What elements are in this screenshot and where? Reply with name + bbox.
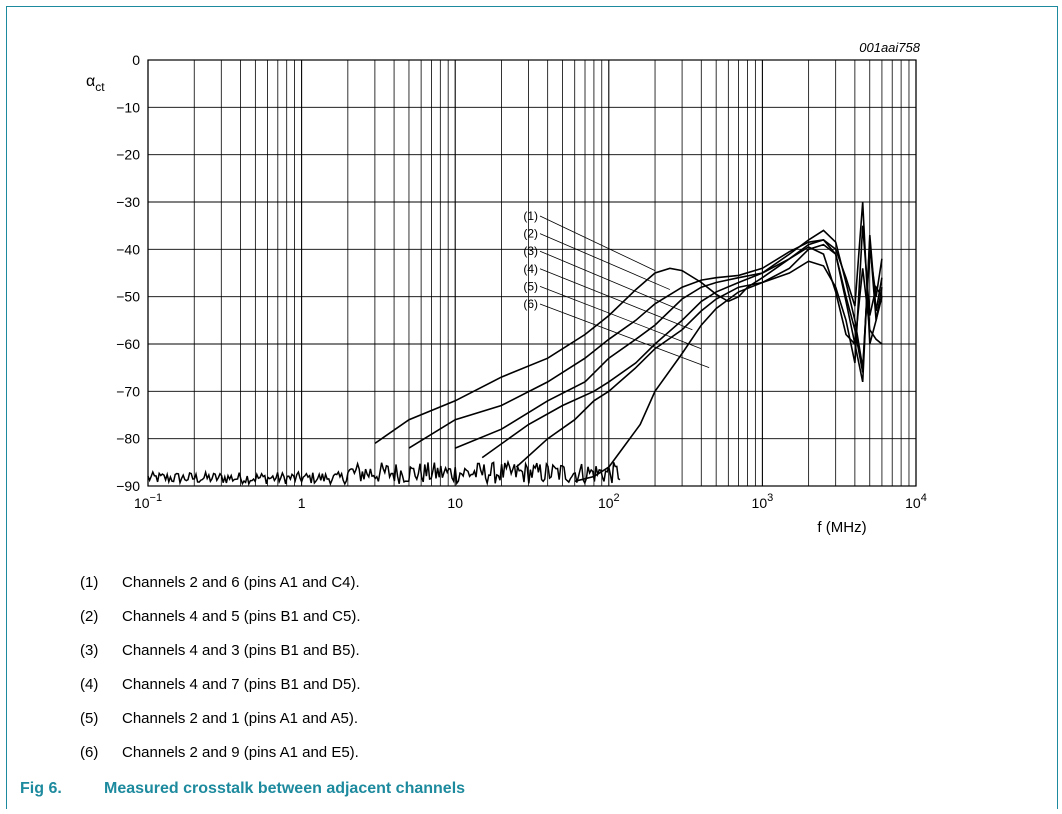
legend-note: (6) Channels 2 and 9 (pins A1 and E5). bbox=[80, 744, 360, 778]
y-tick-label: −20 bbox=[116, 147, 140, 163]
grid bbox=[147, 59, 917, 487]
series-label: (5) bbox=[523, 279, 538, 293]
legend-note-number: (1) bbox=[80, 574, 99, 591]
x-tick-label: 1 bbox=[298, 495, 306, 511]
y-tick-label: −30 bbox=[116, 194, 140, 210]
y-tick-label: −50 bbox=[116, 289, 140, 305]
y-tick-label: −70 bbox=[116, 383, 140, 399]
series-leader-line bbox=[539, 268, 693, 331]
x-tick-exponent: 3 bbox=[767, 492, 773, 504]
x-tick-label: 10−1 bbox=[134, 492, 162, 511]
y-tick-label: −60 bbox=[116, 336, 140, 352]
y-axis-label: αct bbox=[86, 73, 105, 94]
noise-floor bbox=[147, 459, 621, 487]
y-tick-label: −40 bbox=[116, 241, 140, 257]
x-tick-base: 10 bbox=[752, 495, 768, 511]
x-tick-label: 102 bbox=[598, 492, 620, 511]
series-callouts: (1) (2) (3) (4) (5) (6) bbox=[523, 209, 710, 369]
figure-number: Fig 6. bbox=[20, 780, 62, 797]
x-tick-base: 10 bbox=[447, 495, 463, 511]
x-tick-base: 10 bbox=[598, 495, 614, 511]
series-leader-line bbox=[539, 286, 702, 350]
series-label: (1) bbox=[523, 209, 538, 223]
x-tick-label: 104 bbox=[905, 492, 927, 511]
series-line bbox=[574, 225, 883, 483]
legend-note-number: (6) bbox=[80, 744, 99, 761]
legend-note-text: Channels 2 and 1 (pins A1 and A5). bbox=[122, 710, 359, 727]
series-line bbox=[481, 238, 883, 459]
y-tick-label: −10 bbox=[116, 99, 140, 115]
plot-area bbox=[147, 59, 917, 487]
series-lines bbox=[147, 201, 883, 487]
x-tick-base: 1 bbox=[298, 495, 306, 511]
x-tick-exponent: 2 bbox=[614, 492, 620, 504]
x-tick-exponent: 4 bbox=[921, 492, 927, 504]
crosstalk-chart: (1) (2) (3) (4) (5) (6) 0 −10 −20 −30 −40 −50 −60 −7… bbox=[86, 40, 927, 536]
figure-frame bbox=[6, 6, 1058, 809]
legend-note-text: Channels 4 and 3 (pins B1 and B5). bbox=[122, 642, 360, 659]
series-label: (6) bbox=[523, 297, 538, 311]
figure-id: 001aai758 bbox=[859, 40, 920, 55]
x-axis-label: f (MHz) bbox=[817, 519, 866, 536]
series-label: (2) bbox=[523, 227, 538, 241]
y-tick-label: −80 bbox=[116, 431, 140, 447]
legend-note-number: (5) bbox=[80, 710, 99, 727]
series-leader-line bbox=[539, 215, 656, 271]
figure-caption: Fig 6. Measured crosstalk between adjace… bbox=[20, 780, 465, 798]
series-leader-line bbox=[539, 250, 683, 312]
legend-note-text: Channels 2 and 9 (pins A1 and E5). bbox=[122, 744, 359, 761]
legend-note: (1) Channels 2 and 6 (pins A1 and C4). bbox=[80, 574, 360, 608]
series-line bbox=[374, 246, 883, 445]
series-line bbox=[515, 235, 883, 468]
legend-note: (5) Channels 2 and 1 (pins A1 and A5). bbox=[80, 710, 360, 744]
legend-note-text: Channels 4 and 7 (pins B1 and D5). bbox=[122, 676, 361, 693]
series-label: (3) bbox=[523, 244, 538, 258]
series-leader-line bbox=[539, 303, 710, 369]
legend-note-text: Channels 2 and 6 (pins A1 and C4). bbox=[122, 574, 360, 591]
x-tick-label: 103 bbox=[752, 492, 774, 511]
x-tick-base: 10 bbox=[134, 495, 150, 511]
legend-note-number: (3) bbox=[80, 642, 99, 659]
y-tick-label: 0 bbox=[132, 52, 140, 68]
legend-note: (4) Channels 4 and 7 (pins B1 and D5). bbox=[80, 676, 360, 710]
x-tick-exponent: −1 bbox=[150, 492, 163, 504]
y-tick-label: −90 bbox=[116, 478, 140, 494]
series-line bbox=[408, 201, 883, 449]
legend-note: (3) Channels 4 and 3 (pins B1 and B5). bbox=[80, 642, 360, 676]
legend-note: (2) Channels 4 and 5 (pins B1 and C5). bbox=[80, 608, 360, 642]
legend-note-number: (2) bbox=[80, 608, 99, 625]
x-tick-label: 10 bbox=[447, 495, 463, 511]
figure-title: Measured crosstalk between adjacent chan… bbox=[104, 780, 466, 797]
x-tick-base: 10 bbox=[905, 495, 921, 511]
legend-notes: (1) Channels 2 and 6 (pins A1 and C4). (2)… bbox=[80, 574, 360, 778]
series-line bbox=[454, 229, 883, 449]
legend-note-number: (4) bbox=[80, 676, 99, 693]
series-leader-line bbox=[539, 233, 671, 290]
series-label: (4) bbox=[523, 262, 538, 276]
legend-note-text: Channels 4 and 5 (pins B1 and C5). bbox=[122, 608, 361, 625]
